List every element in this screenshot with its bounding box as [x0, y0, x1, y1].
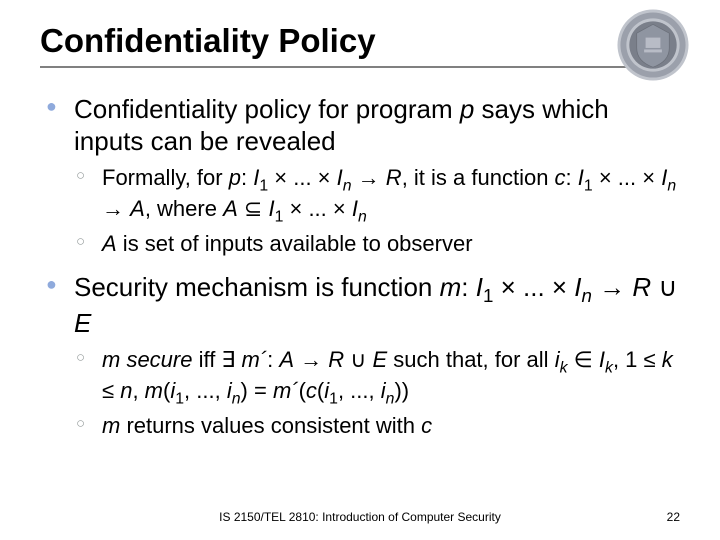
page-title: Confidentiality Policy	[40, 22, 680, 62]
sub-bullet-list: Formally, for p: I1 × ... × In → R, it i…	[74, 165, 680, 257]
bullet-text: Security mechanism is function m: I1 × .…	[74, 272, 677, 338]
sub-bullet-item: m secure iff ∃ m´: A → R ∪ E such that, …	[74, 347, 680, 408]
sub-bullet-item: Formally, for p: I1 × ... × In → R, it i…	[74, 165, 680, 226]
sub-bullet-item: m returns values consistent with c	[74, 413, 680, 440]
sub-bullet-text: m returns values consistent with c	[102, 413, 432, 438]
seal-logo	[616, 8, 690, 82]
sub-bullet-text: Formally, for p: I1 × ... × In → R, it i…	[102, 165, 676, 221]
footer-course: IS 2150/TEL 2810: Introduction of Comput…	[219, 510, 501, 524]
sub-bullet-item: A is set of inputs available to observer	[74, 231, 680, 258]
bullet-list: Confidentiality policy for program p say…	[44, 94, 680, 440]
bullet-item: Confidentiality policy for program p say…	[44, 94, 680, 258]
sub-bullet-text: m secure iff ∃ m´: A → R ∪ E such that, …	[102, 347, 673, 403]
bullet-text: Confidentiality policy for program p say…	[74, 94, 609, 156]
page-number: 22	[667, 510, 680, 524]
bullet-item: Security mechanism is function m: I1 × .…	[44, 272, 680, 440]
sub-bullet-text: A is set of inputs available to observer	[102, 231, 473, 256]
title-underline	[40, 66, 680, 68]
slide: Confidentiality Policy Confidentiality p…	[0, 0, 720, 540]
sub-bullet-list: m secure iff ∃ m´: A → R ∪ E such that, …	[74, 347, 680, 439]
